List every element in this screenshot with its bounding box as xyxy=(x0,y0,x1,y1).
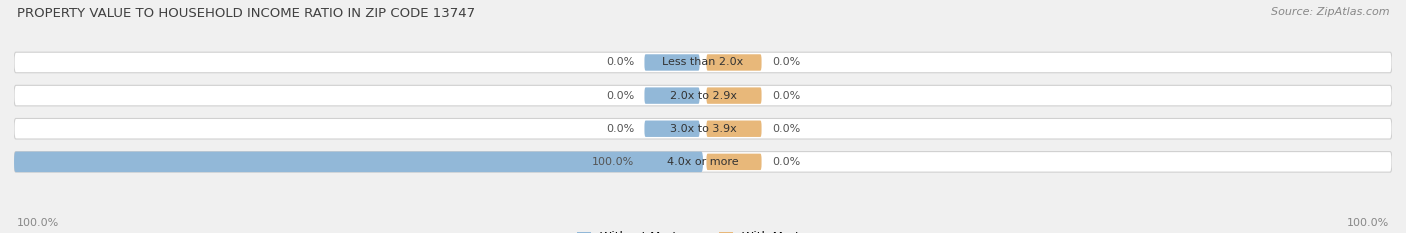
FancyBboxPatch shape xyxy=(14,152,703,172)
FancyBboxPatch shape xyxy=(706,154,762,170)
Text: PROPERTY VALUE TO HOUSEHOLD INCOME RATIO IN ZIP CODE 13747: PROPERTY VALUE TO HOUSEHOLD INCOME RATIO… xyxy=(17,7,475,20)
Text: 100.0%: 100.0% xyxy=(17,218,59,228)
Legend: Without Mortgage, With Mortgage: Without Mortgage, With Mortgage xyxy=(572,226,834,233)
Text: 100.0%: 100.0% xyxy=(592,157,634,167)
FancyBboxPatch shape xyxy=(706,87,762,104)
Text: 3.0x to 3.9x: 3.0x to 3.9x xyxy=(669,124,737,134)
FancyBboxPatch shape xyxy=(14,152,1392,172)
FancyBboxPatch shape xyxy=(644,54,700,71)
FancyBboxPatch shape xyxy=(644,120,700,137)
FancyBboxPatch shape xyxy=(14,85,1392,106)
FancyBboxPatch shape xyxy=(706,54,762,71)
Text: 2.0x to 2.9x: 2.0x to 2.9x xyxy=(669,91,737,101)
Text: 0.0%: 0.0% xyxy=(606,124,634,134)
Text: 0.0%: 0.0% xyxy=(606,58,634,68)
FancyBboxPatch shape xyxy=(14,118,1392,139)
Text: 0.0%: 0.0% xyxy=(772,91,800,101)
Text: 0.0%: 0.0% xyxy=(606,91,634,101)
Text: Less than 2.0x: Less than 2.0x xyxy=(662,58,744,68)
Text: 0.0%: 0.0% xyxy=(772,58,800,68)
Text: 0.0%: 0.0% xyxy=(772,124,800,134)
FancyBboxPatch shape xyxy=(644,87,700,104)
Text: 0.0%: 0.0% xyxy=(772,157,800,167)
FancyBboxPatch shape xyxy=(644,154,700,170)
Text: Source: ZipAtlas.com: Source: ZipAtlas.com xyxy=(1271,7,1389,17)
Text: 100.0%: 100.0% xyxy=(1347,218,1389,228)
FancyBboxPatch shape xyxy=(14,52,1392,73)
Text: 4.0x or more: 4.0x or more xyxy=(668,157,738,167)
FancyBboxPatch shape xyxy=(706,120,762,137)
